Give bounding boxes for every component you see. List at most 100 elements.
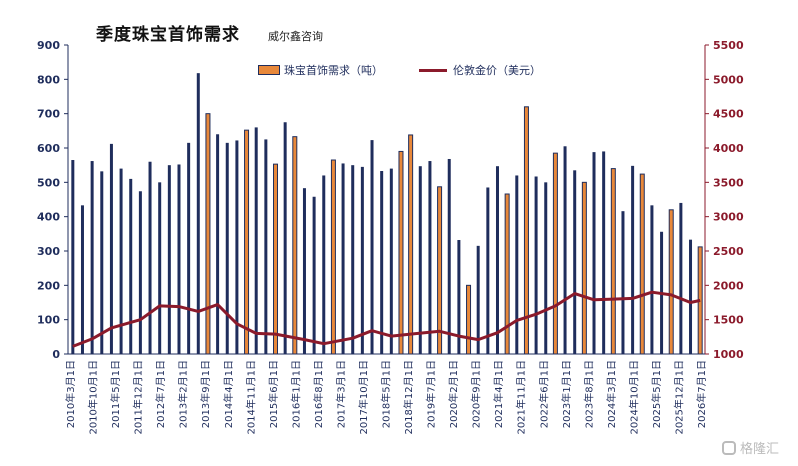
bar bbox=[495, 166, 499, 354]
bar bbox=[398, 150, 404, 355]
bar bbox=[380, 171, 384, 354]
bar bbox=[515, 175, 519, 354]
bar bbox=[90, 161, 94, 354]
bar bbox=[610, 168, 616, 355]
bar bbox=[273, 163, 279, 355]
watermark-logo: 格隆汇 bbox=[722, 438, 779, 457]
bar bbox=[534, 176, 538, 354]
x-tick-label: 2015年6月1日 bbox=[267, 360, 280, 428]
left-tick-label: 800 bbox=[37, 73, 60, 86]
left-tick-label: 100 bbox=[37, 314, 60, 327]
right-tick-label: 5000 bbox=[713, 73, 744, 86]
chart-title: 季度珠宝首饰需求 bbox=[96, 25, 240, 45]
watermark-icon bbox=[722, 440, 736, 455]
right-tick-label: 4500 bbox=[713, 108, 744, 121]
x-tick-label: 2017年3月1日 bbox=[334, 360, 347, 428]
bar bbox=[100, 171, 104, 354]
bar bbox=[119, 168, 123, 354]
x-tick-label: 2023年8月1日 bbox=[582, 360, 595, 428]
bar bbox=[341, 163, 345, 354]
x-tick-label: 2022年6月1日 bbox=[537, 360, 550, 428]
bar bbox=[177, 164, 181, 354]
bar bbox=[283, 122, 287, 354]
x-tick-label: 2024年3月1日 bbox=[605, 360, 618, 428]
x-axis: 2010年3月1日 2010年10月1日 2011年5月1日 2011年12月1日 20… bbox=[64, 353, 708, 435]
bar bbox=[486, 187, 490, 354]
x-tick-label: 2025年12月1日 bbox=[672, 360, 685, 435]
bar bbox=[330, 159, 336, 355]
x-tick-label: 2011年5月1日 bbox=[109, 360, 122, 428]
bar bbox=[196, 73, 200, 355]
bar bbox=[205, 113, 211, 355]
x-tick-label: 2016年1月1日 bbox=[289, 360, 302, 428]
bar bbox=[650, 205, 654, 354]
left-tick-label: 600 bbox=[37, 142, 60, 155]
bar bbox=[418, 166, 422, 354]
bar bbox=[552, 152, 558, 355]
bar bbox=[370, 140, 374, 354]
bar bbox=[167, 165, 171, 354]
bar bbox=[679, 202, 683, 354]
bar bbox=[389, 168, 393, 354]
x-tick-label: 2018年12月1日 bbox=[402, 360, 415, 435]
left-tick-label: 400 bbox=[37, 211, 60, 224]
bar bbox=[225, 142, 229, 354]
bar bbox=[631, 165, 635, 354]
bar bbox=[292, 136, 298, 355]
right-tick-label: 3500 bbox=[713, 176, 744, 189]
left-tick-label: 500 bbox=[37, 176, 60, 189]
bar bbox=[457, 240, 461, 354]
legend-bar-swatch bbox=[258, 65, 280, 75]
x-tick-label: 2020年9月1日 bbox=[470, 360, 483, 428]
bar bbox=[573, 170, 577, 354]
bar bbox=[216, 134, 220, 354]
bar bbox=[360, 166, 364, 354]
x-tick-label: 2019年7月1日 bbox=[425, 360, 438, 428]
bar bbox=[544, 182, 548, 354]
x-tick-label: 2025年5月1日 bbox=[650, 360, 663, 428]
x-tick-label: 2013年2月1日 bbox=[177, 360, 190, 428]
x-tick-label: 2021年4月1日 bbox=[492, 360, 505, 428]
right-tick-label: 2000 bbox=[713, 279, 744, 292]
x-tick-label: 2010年10月1日 bbox=[87, 360, 100, 435]
right-tick-label: 1000 bbox=[713, 348, 744, 361]
bar bbox=[312, 196, 316, 354]
bar bbox=[235, 140, 239, 354]
left-tick-label: 700 bbox=[37, 108, 60, 121]
bar bbox=[158, 182, 162, 354]
bar bbox=[602, 151, 606, 354]
left-tick-label: 200 bbox=[37, 279, 60, 292]
bar bbox=[466, 284, 472, 355]
bar bbox=[254, 127, 258, 355]
watermark-text: 格隆汇 bbox=[740, 442, 780, 457]
bar bbox=[476, 245, 480, 354]
x-tick-label: 2018年5月1日 bbox=[380, 360, 393, 428]
bar bbox=[187, 142, 191, 354]
x-tick-label: 2013年9月1日 bbox=[199, 360, 212, 428]
bar bbox=[80, 205, 84, 354]
bar-series bbox=[71, 73, 703, 355]
bar bbox=[639, 173, 645, 355]
right-axis: 1000 1500 2000 2500 3000 3500 4000 4500 5000 5500 bbox=[704, 39, 744, 361]
bar bbox=[621, 211, 625, 354]
right-tick-label: 4000 bbox=[713, 142, 744, 155]
right-tick-label: 2500 bbox=[713, 245, 744, 258]
left-axis: 0 100 200 300 400 500 600 700 800 900 bbox=[37, 39, 69, 361]
x-tick-label: 2011年12月1日 bbox=[132, 360, 145, 435]
left-tick-label: 900 bbox=[37, 39, 60, 52]
right-tick-label: 1500 bbox=[713, 314, 744, 327]
x-tick-label: 2023年1月1日 bbox=[560, 360, 573, 428]
x-tick-label: 2021年11月1日 bbox=[515, 360, 528, 435]
right-tick-label: 3000 bbox=[713, 211, 744, 224]
bar bbox=[504, 193, 510, 355]
legend-line-label: 伦敦金价（美元） bbox=[453, 64, 541, 77]
legend: 珠宝首饰需求（吨） 伦敦金价（美元） bbox=[258, 62, 541, 78]
chart-subtitle: 威尔鑫咨询 bbox=[268, 30, 323, 43]
bar bbox=[408, 134, 414, 355]
x-tick-label: 2017年10月1日 bbox=[357, 360, 370, 435]
bar bbox=[244, 129, 250, 355]
right-tick-label: 5500 bbox=[713, 39, 744, 52]
x-tick-label: 2020年2月1日 bbox=[447, 360, 460, 428]
bar bbox=[351, 165, 355, 354]
